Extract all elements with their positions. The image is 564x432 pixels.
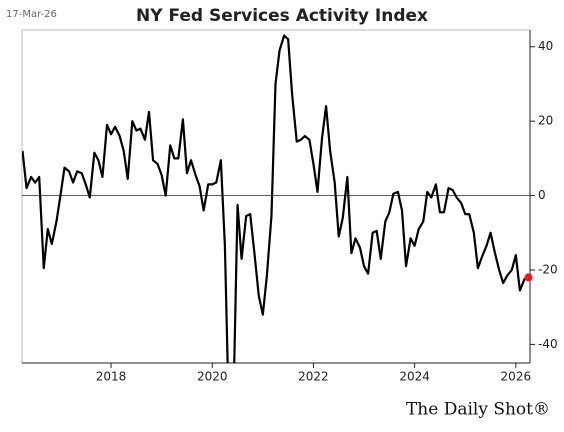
date: 17-Mar-26 [6,9,57,20]
y-tick-label: 0 [538,188,546,202]
chart-title: NY Fed Services Activity Index [136,6,428,26]
x-tick-label: 2026 [501,370,532,384]
y-tick-label: -20 [538,262,558,276]
x-tick-label: 2022 [298,370,329,384]
y-tick-label: 40 [538,39,553,53]
x-tick-label: 2018 [96,370,127,384]
x-tick-label: 2020 [197,370,228,384]
data-line [22,34,529,363]
line-group [22,34,529,363]
source-logo: The Daily Shot® [406,400,550,420]
x-tick-label: 2024 [399,370,430,384]
last-point [524,273,533,282]
y-tick-label: 20 [538,114,553,128]
y-tick-label: -40 [538,337,558,351]
